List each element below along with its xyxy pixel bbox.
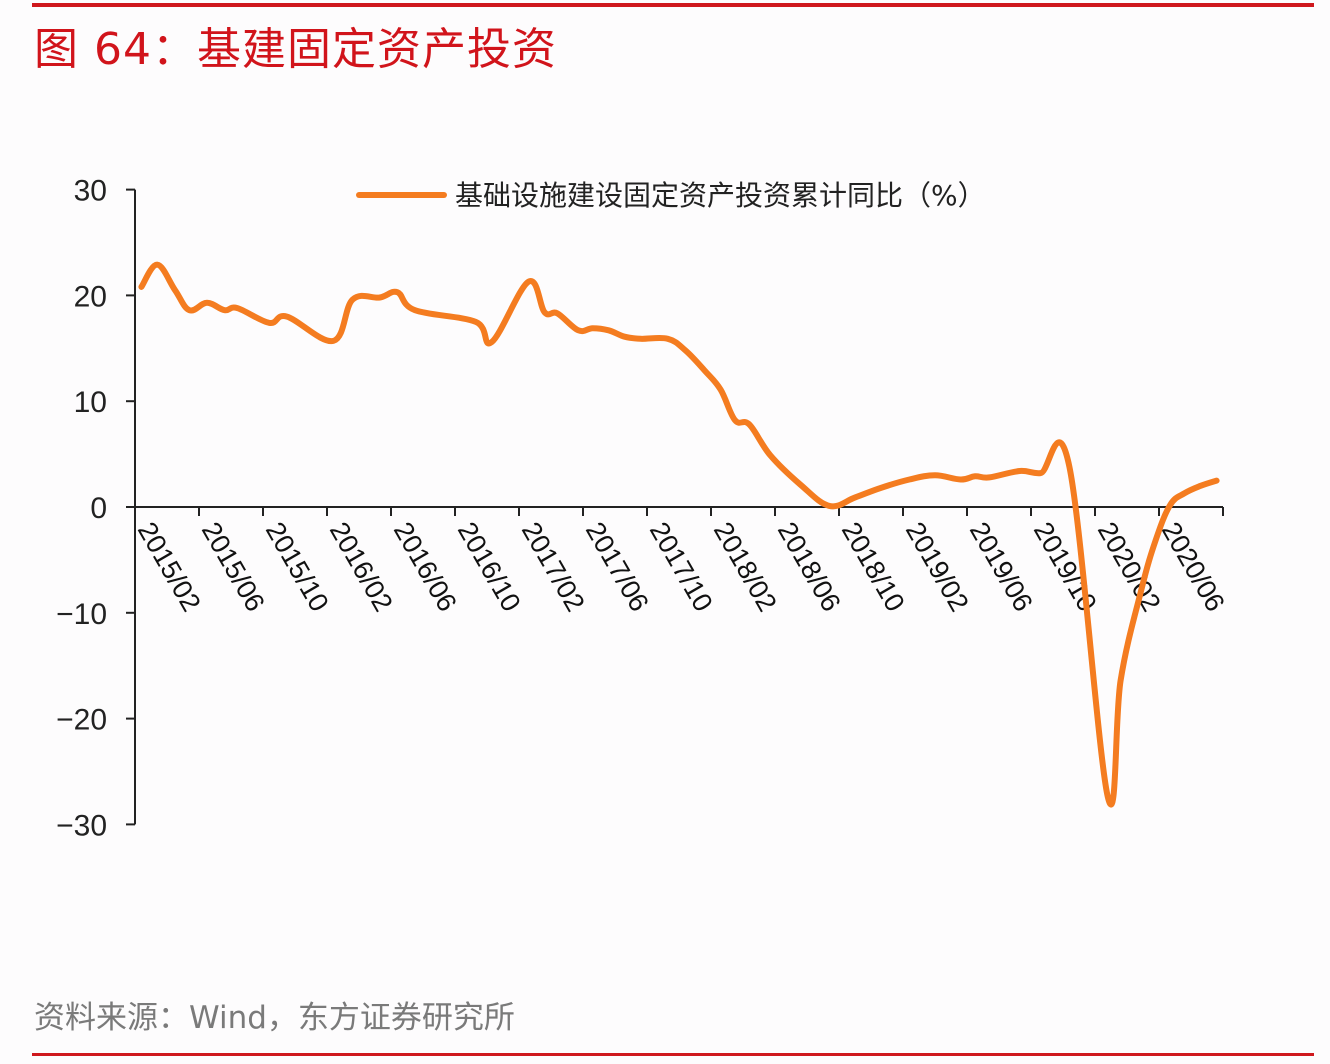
x-tick-label: 2016/02	[324, 517, 399, 617]
x-tick-label: 2015/06	[196, 517, 271, 617]
series-line	[138, 261, 1220, 808]
y-tick-label: −20	[56, 704, 107, 737]
x-tick-label: 2018/02	[708, 517, 783, 617]
x-tick-label: 2019/02	[900, 517, 975, 617]
x-tick-label: 2015/02	[132, 517, 207, 617]
y-tick-label: 30	[74, 175, 107, 208]
y-tick-label: 10	[74, 386, 107, 419]
legend-label: 基础设施建设固定资产投资累计同比（%）	[455, 179, 986, 212]
y-tick-label: −30	[56, 809, 107, 842]
y-axis: 30 20 10 0 −10 −20 −30	[56, 175, 136, 842]
x-tick-label: 2017/02	[516, 517, 591, 617]
y-tick-label: 20	[74, 280, 107, 313]
top-red-rule	[32, 3, 1314, 7]
x-tick-label: 2019/06	[964, 517, 1039, 617]
x-tick-label: 2017/10	[644, 517, 719, 617]
x-tick-label: 2016/06	[388, 517, 463, 617]
legend: 基础设施建设固定资产投资累计同比（%）	[356, 179, 986, 212]
x-axis: 2015/022015/062015/102016/022016/062016/…	[132, 506, 1231, 617]
x-tick-label: 2018/10	[836, 517, 911, 617]
series-lines	[138, 261, 1220, 808]
x-tick-label: 2019/10	[1028, 517, 1103, 617]
y-tick-label: −10	[56, 598, 107, 631]
x-tick-label: 2016/10	[452, 517, 527, 617]
x-tick-label: 2020/06	[1156, 517, 1231, 617]
figure-title: 图 64：基建固定资产投资	[34, 24, 557, 75]
y-tick-label: 0	[90, 492, 107, 525]
x-tick-label: 2015/10	[260, 517, 335, 617]
x-tick-label: 2018/06	[772, 517, 847, 617]
bottom-red-rule	[32, 1053, 1314, 1056]
x-tick-label: 2017/06	[580, 517, 655, 617]
source-note: 资料来源：Wind，东方证券研究所	[34, 1000, 515, 1036]
